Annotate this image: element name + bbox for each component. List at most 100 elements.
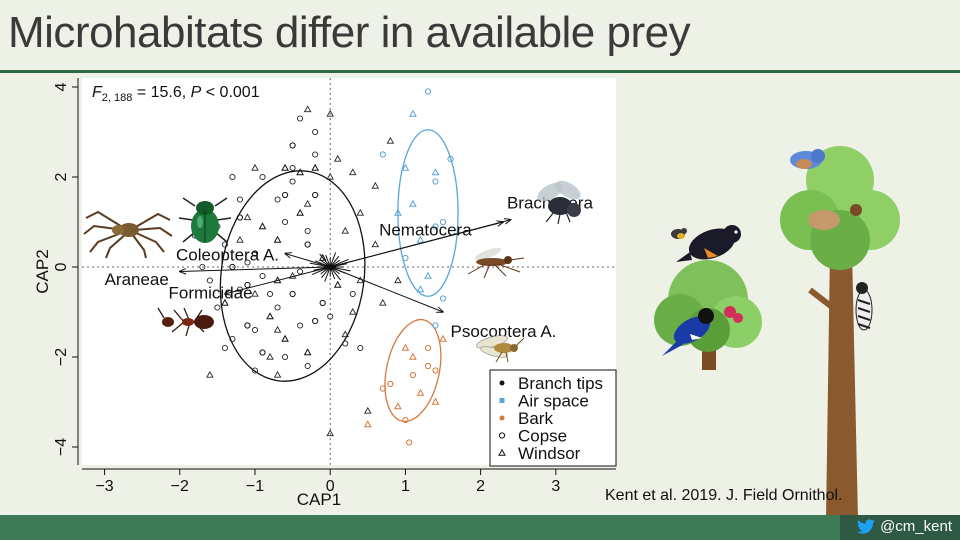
copse-point xyxy=(221,344,228,352)
small-bird-illustration xyxy=(671,228,687,239)
legend-marker xyxy=(498,432,506,439)
series-point-branch-tips xyxy=(221,298,229,306)
copse-point xyxy=(312,128,319,136)
twitter-handle[interactable]: @cm_kent xyxy=(856,518,952,535)
series-point-bark xyxy=(416,388,425,396)
windsor-point xyxy=(288,271,297,279)
origin-starburst-line xyxy=(321,266,331,279)
copse-point xyxy=(349,290,356,298)
vector-label-nematocera: Nematocera xyxy=(379,221,472,240)
legend-label-windsor: Windsor xyxy=(518,444,581,463)
x-tick-label: −3 xyxy=(95,478,113,495)
series-point-branch-tips xyxy=(281,334,289,342)
windsor-point xyxy=(394,276,402,284)
windsor-point xyxy=(356,208,365,216)
windsor-point xyxy=(341,330,350,338)
copse-point xyxy=(282,218,289,226)
x-axis-title: CAP1 xyxy=(297,490,341,509)
series-point-air-space xyxy=(409,109,417,117)
series-point-branch-tips xyxy=(258,222,267,230)
slide-title: Microhabitats differ in available prey xyxy=(8,8,691,57)
series-point-air-space xyxy=(424,88,432,95)
x-tick-label: 2 xyxy=(476,478,485,495)
series-point-bark xyxy=(424,344,432,352)
redstart-bird-illustration xyxy=(676,225,741,262)
y-axis-title: CAP2 xyxy=(33,249,52,293)
tall-tree-illustration xyxy=(780,146,900,520)
series-point-air-space xyxy=(416,285,425,293)
copse-point xyxy=(236,196,243,203)
x-tick-label: 0 xyxy=(326,478,335,495)
windsor-point xyxy=(266,352,274,360)
copse-point xyxy=(229,335,236,343)
legend-marker xyxy=(499,415,505,421)
series-point-air-space xyxy=(447,155,454,163)
copse-point xyxy=(282,353,289,361)
stat-f-letter: F xyxy=(92,84,102,101)
series-point-air-space xyxy=(432,223,439,230)
copse-point xyxy=(244,259,251,266)
windsor-point xyxy=(303,105,312,113)
windsor-point xyxy=(273,370,282,378)
vector-arrow-brachycera xyxy=(330,220,511,268)
anova-statistic: F2, 188 = 15.6, P < 0.001 xyxy=(92,84,260,104)
bluebird-illustration xyxy=(790,149,825,169)
ant-image xyxy=(157,307,214,337)
origin-starburst-line xyxy=(329,266,336,280)
series-point-bark xyxy=(409,352,417,360)
copse-point xyxy=(297,268,304,275)
copse-point xyxy=(229,173,236,181)
series-point-air-space xyxy=(439,295,447,302)
series-point-branch-tips xyxy=(318,253,327,261)
series-point-branch-tips xyxy=(289,142,296,149)
copse-point xyxy=(312,151,319,158)
series-point-bark xyxy=(401,343,410,351)
x-tick-label: −2 xyxy=(171,478,189,495)
series-point-air-space xyxy=(432,178,439,185)
windsor-point xyxy=(326,429,334,437)
series-point-bark xyxy=(363,420,372,428)
series-point-air-space xyxy=(424,271,432,279)
origin-starburst-line xyxy=(325,254,331,268)
vector-arrow-psocoptera-a- xyxy=(330,266,443,312)
windsor-point xyxy=(379,298,387,306)
origin-starburst-line xyxy=(324,266,331,282)
legend-label-bark: Bark xyxy=(518,409,553,428)
series-point-bark xyxy=(432,367,439,374)
y-tick-label: 2 xyxy=(53,172,70,181)
vector-arrow-coleoptera-a- xyxy=(285,254,331,268)
ellipse-bark xyxy=(384,318,442,423)
legend-box xyxy=(489,369,617,467)
vector-label-araneae: Araneae xyxy=(105,270,169,289)
series-point-branch-tips xyxy=(244,281,251,289)
copse-point xyxy=(251,367,259,374)
windsor-point xyxy=(364,406,372,414)
series-point-bark xyxy=(387,380,394,388)
ellipse-air-space xyxy=(397,129,459,297)
origin-starburst-line xyxy=(329,259,341,268)
series-point-air-space xyxy=(416,235,425,243)
series-point-branch-tips xyxy=(251,250,259,257)
series-point-branch-tips xyxy=(281,163,289,171)
legend-label-copse: Copse xyxy=(518,427,567,446)
series-point-branch-tips xyxy=(266,312,274,320)
vector-arrow-formicidae xyxy=(225,266,331,294)
series-point-branch-tips xyxy=(281,191,289,199)
series-point-branch-tips xyxy=(296,208,304,216)
copse-point xyxy=(297,115,304,122)
copse-point xyxy=(357,344,364,352)
windsor-point xyxy=(251,289,259,297)
x-tick-label: 1 xyxy=(401,478,410,495)
windsor-point xyxy=(348,307,357,315)
legend-marker xyxy=(499,380,505,386)
beetle-image xyxy=(178,197,232,243)
ellipse-copse xyxy=(219,170,366,382)
windsor-point xyxy=(341,226,350,234)
vector-arrow-araneae xyxy=(180,266,331,272)
series-point-bark xyxy=(406,439,413,446)
vector-label-coleoptera-a-: Coleoptera A. xyxy=(176,245,279,264)
legend-marker xyxy=(498,448,506,456)
windsor-point xyxy=(371,181,380,189)
series-point-branch-tips xyxy=(259,349,266,356)
